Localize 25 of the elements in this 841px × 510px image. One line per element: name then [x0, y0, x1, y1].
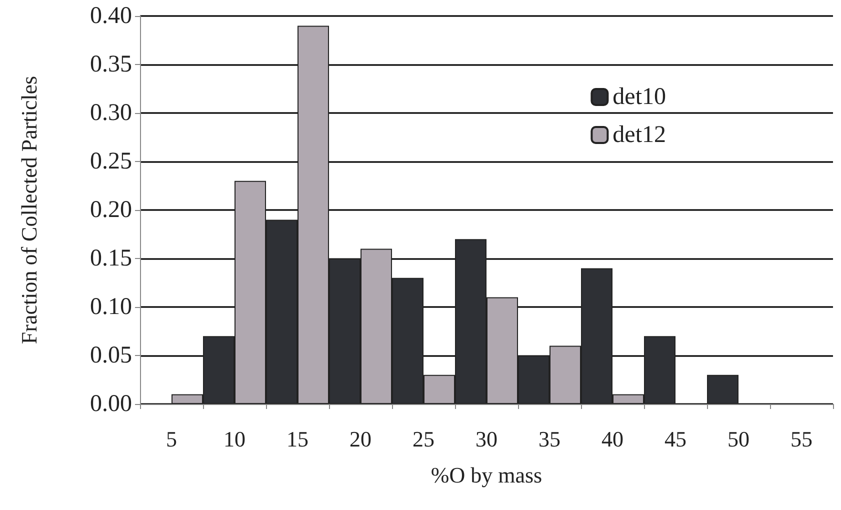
- x-tick-label: 20: [350, 426, 372, 452]
- x-tick-label: 25: [412, 426, 434, 452]
- legend-label: det10: [612, 84, 666, 110]
- bar: [707, 374, 738, 404]
- x-tick-label: 15: [286, 426, 308, 452]
- x-tick-label: 55: [790, 426, 812, 452]
- y-tick-label: 0.15: [90, 246, 132, 272]
- y-tick-label: 0.10: [90, 294, 132, 320]
- y-axis-title: Fraction of Collected Particles: [16, 76, 42, 344]
- y-tick-label: 0.00: [90, 391, 132, 417]
- y-tick-label: 0.40: [90, 3, 132, 29]
- x-tick-label: 40: [602, 426, 624, 452]
- legend-label: det12: [612, 122, 666, 148]
- y-tick-label: 0.05: [90, 342, 132, 368]
- y-tick-label: 0.25: [90, 148, 132, 174]
- x-tick-label: 5: [166, 426, 177, 452]
- x-tick-label: 50: [728, 426, 750, 452]
- x-tick-label: 45: [664, 426, 686, 452]
- y-tick-label: 0.35: [90, 52, 132, 78]
- x-axis-title: %O by mass: [430, 462, 542, 488]
- x-tick-label: 10: [224, 426, 246, 452]
- y-tick-label: 0.30: [90, 100, 132, 126]
- x-tick-label: 30: [476, 426, 498, 452]
- y-tick-label: 0.20: [90, 197, 132, 223]
- x-tick-label: 35: [538, 426, 560, 452]
